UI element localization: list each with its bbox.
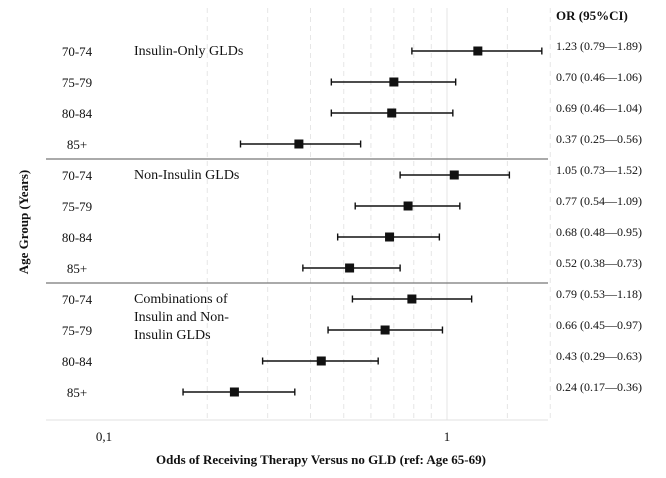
or-point-marker: [385, 232, 395, 242]
age-label: 80-84: [62, 230, 93, 245]
age-label: 75-79: [62, 75, 92, 90]
or-value-label: 0.70 (0.46—1.06): [556, 70, 642, 84]
or-column: 1.23 (0.79—1.89) 0.70 (0.46—1.06) 0.69 (0.…: [556, 39, 642, 394]
or-point-marker: [316, 356, 326, 366]
age-label: 70-74: [62, 44, 93, 59]
or-point-marker: [449, 170, 459, 180]
gridlines: [206, 8, 551, 420]
group-label: Insulin GLDs: [134, 328, 211, 343]
or-value-label: 0.79 (0.53—1.18): [556, 287, 642, 301]
group-label: Insulin-Only GLDs: [134, 44, 243, 59]
y-axis-title: Age Group (Years): [16, 170, 31, 274]
or-value-label: 0.77 (0.54—1.09): [556, 194, 642, 208]
or-value-label: 0.66 (0.45—0.97): [556, 318, 642, 332]
or-value-label: 0.68 (0.48—0.95): [556, 225, 642, 239]
age-label: 80-84: [62, 354, 93, 369]
or-point-marker: [380, 325, 390, 335]
x-axis: 0,1 1: [46, 419, 548, 444]
or-value-label: 0.69 (0.46—1.04): [556, 101, 642, 115]
or-point-marker: [229, 387, 239, 397]
or-column-header: OR (95%CI): [556, 8, 628, 23]
age-label: 85+: [67, 261, 87, 276]
or-point-marker: [473, 46, 483, 56]
or-value-label: 0.24 (0.17—0.36): [556, 380, 642, 394]
or-point-marker: [407, 294, 417, 304]
row-labels: Insulin-Only GLDs 70-74 75-79 80-84 85+ Non-I…: [62, 44, 243, 400]
x-tick-label: 1: [444, 429, 451, 444]
group-label: Combinations of: [134, 292, 228, 307]
age-label: 75-79: [62, 199, 92, 214]
or-value-label: 0.43 (0.29—0.63): [556, 349, 642, 363]
x-tick-label: 0,1: [96, 429, 112, 444]
or-point-marker: [387, 108, 397, 118]
age-label: 70-74: [62, 168, 93, 183]
or-value-label: 1.23 (0.79—1.89): [556, 39, 642, 53]
age-label: 70-74: [62, 292, 93, 307]
age-label: 80-84: [62, 106, 93, 121]
age-label: 75-79: [62, 323, 92, 338]
or-point-marker: [345, 263, 355, 273]
or-value-label: 0.37 (0.25—0.56): [556, 132, 642, 146]
x-axis-title: Odds of Receiving Therapy Versus no GLD …: [156, 452, 486, 467]
or-point-marker: [403, 201, 413, 211]
plot-marks: [182, 46, 543, 397]
or-value-label: 0.52 (0.38—0.73): [556, 256, 642, 270]
or-point-marker: [389, 77, 399, 87]
group-label: Non-Insulin GLDs: [134, 168, 239, 183]
age-label: 85+: [67, 137, 87, 152]
or-value-label: 1.05 (0.73—1.52): [556, 163, 642, 177]
or-point-marker: [294, 139, 304, 149]
group-separators: [46, 158, 548, 284]
group-label: Insulin and Non-: [134, 310, 229, 325]
age-label: 85+: [67, 385, 87, 400]
